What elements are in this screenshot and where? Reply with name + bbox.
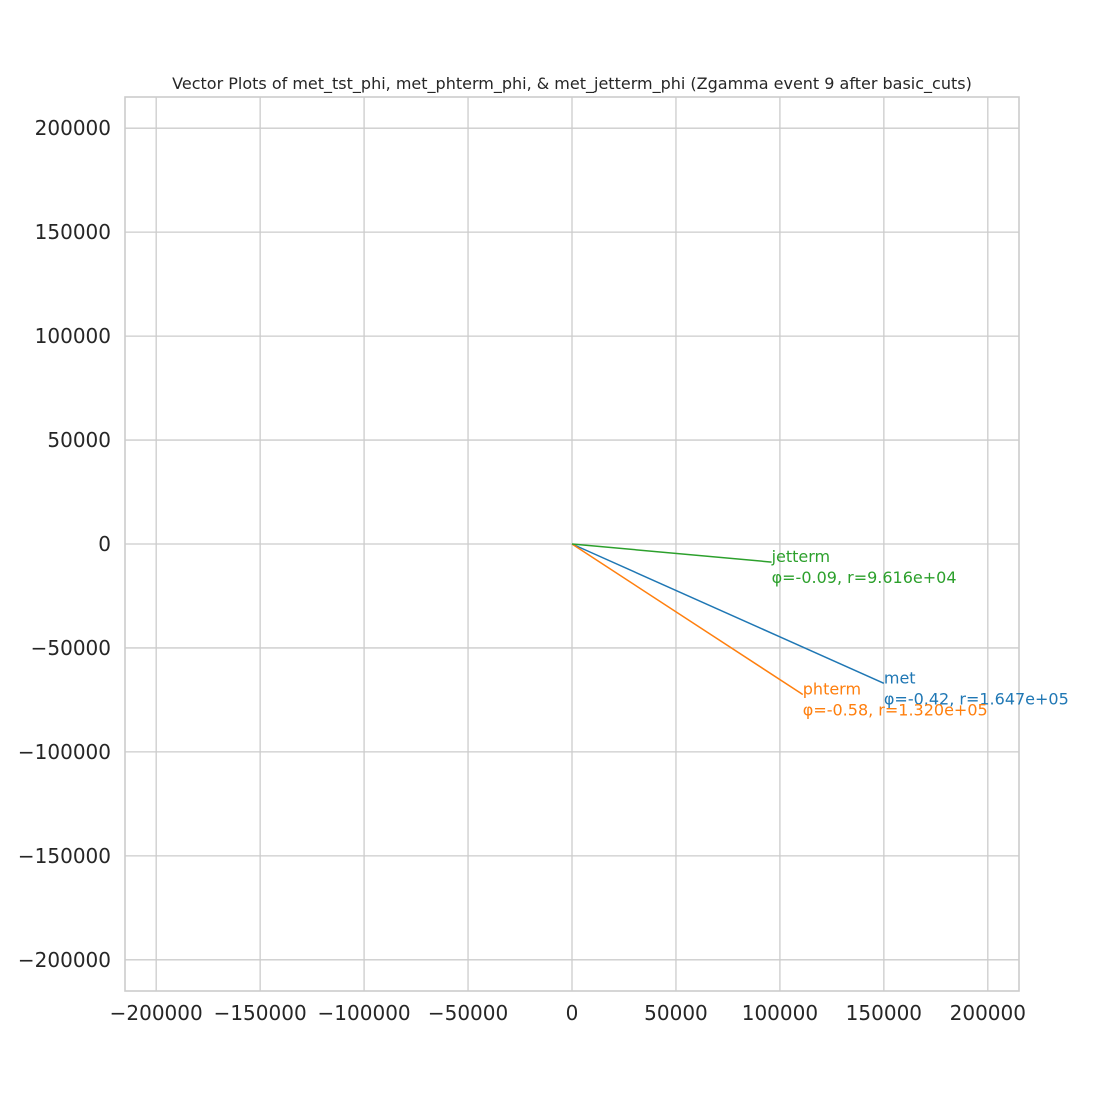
vector-jetterm-label: φ=-0.09, r=9.616e+04 (772, 568, 957, 587)
x-tick-label: 150000 (846, 1001, 922, 1025)
y-tick-labels: −200000 −150000 −100000 −50000 0 50000 100000 1… (18, 116, 111, 972)
x-tick-label: −200000 (110, 1001, 203, 1025)
vectors: met φ=-0.42, r=1.647e+05 phterm φ=-0.58, r=… (571, 543, 1069, 720)
x-tick-labels: −200000 −150000 −100000 −50000 0 50000 100000 1… (110, 1001, 1026, 1025)
vector-jetterm-name: jetterm (771, 547, 831, 566)
chart-title: Vector Plots of met_tst_phi, met_phterm_… (172, 74, 972, 94)
vector-phterm-label: φ=-0.58, r=1.320e+05 (803, 701, 988, 720)
y-tick-label: −200000 (18, 948, 111, 972)
x-tick-label: 100000 (742, 1001, 818, 1025)
x-tick-label: 200000 (950, 1001, 1026, 1025)
x-tick-label: −100000 (318, 1001, 411, 1025)
y-tick-label: −150000 (18, 844, 111, 868)
x-tick-label: 0 (566, 1001, 579, 1025)
y-tick-label: 0 (98, 532, 111, 556)
y-tick-label: −100000 (18, 740, 111, 764)
axes-frame (124, 96, 1020, 992)
x-tick-label: −50000 (428, 1001, 508, 1025)
vector-phterm-name: phterm (803, 680, 861, 699)
vector-met-label: φ=-0.42, r=1.647e+05 (884, 689, 1069, 708)
y-tick-label: 200000 (35, 116, 111, 140)
vector-met (571, 543, 885, 684)
x-tick-label: 50000 (644, 1001, 708, 1025)
x-tick-label: −150000 (214, 1001, 307, 1025)
y-tick-label: −50000 (31, 636, 111, 660)
vector-phterm (571, 543, 804, 696)
y-tick-label: 100000 (35, 324, 111, 348)
vector-met-name: met (884, 668, 916, 687)
y-tick-label: 50000 (47, 428, 111, 452)
vector-jetterm (571, 543, 772, 563)
y-tick-label: 150000 (35, 220, 111, 244)
